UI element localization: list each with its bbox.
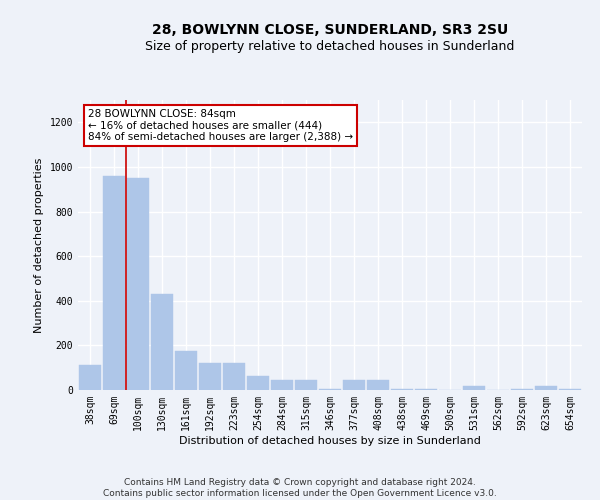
Bar — [391, 389, 413, 390]
Bar — [463, 386, 485, 390]
Bar — [511, 389, 533, 390]
Bar — [271, 380, 293, 390]
Bar — [247, 376, 269, 390]
Bar — [127, 178, 149, 390]
Bar — [319, 389, 341, 390]
Text: Contains HM Land Registry data © Crown copyright and database right 2024.
Contai: Contains HM Land Registry data © Crown c… — [103, 478, 497, 498]
Bar — [103, 176, 125, 390]
Bar — [295, 380, 317, 390]
Text: 28 BOWLYNN CLOSE: 84sqm
← 16% of detached houses are smaller (444)
84% of semi-d: 28 BOWLYNN CLOSE: 84sqm ← 16% of detache… — [88, 108, 353, 142]
Bar — [199, 363, 221, 390]
Y-axis label: Number of detached properties: Number of detached properties — [34, 158, 44, 332]
Bar — [175, 351, 197, 390]
Bar — [343, 380, 365, 390]
Bar — [559, 389, 581, 390]
Bar — [535, 386, 557, 390]
Bar — [223, 363, 245, 390]
Bar — [79, 366, 101, 390]
Bar — [367, 380, 389, 390]
Text: 28, BOWLYNN CLOSE, SUNDERLAND, SR3 2SU: 28, BOWLYNN CLOSE, SUNDERLAND, SR3 2SU — [152, 22, 508, 36]
Bar — [151, 294, 173, 390]
Text: Size of property relative to detached houses in Sunderland: Size of property relative to detached ho… — [145, 40, 515, 53]
X-axis label: Distribution of detached houses by size in Sunderland: Distribution of detached houses by size … — [179, 436, 481, 446]
Bar — [415, 389, 437, 390]
